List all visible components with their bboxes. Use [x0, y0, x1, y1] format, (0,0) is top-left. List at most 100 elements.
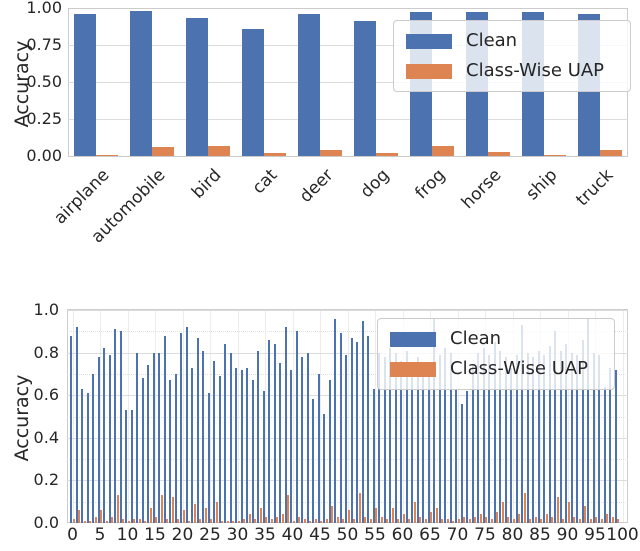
- x-tick-label: 0: [67, 525, 78, 545]
- x-tick-label: 75: [474, 525, 496, 545]
- x-tick-label: 95: [584, 525, 606, 545]
- clean-bar: [537, 350, 540, 523]
- clean-bar: [125, 410, 128, 523]
- gridline-minor: [67, 331, 628, 333]
- uap-bar: [138, 518, 141, 523]
- clean-bar: [350, 337, 353, 523]
- uap-bar: [424, 518, 427, 523]
- uap-bar: [259, 508, 262, 523]
- clean-bar: [75, 327, 78, 523]
- clean-bar: [433, 318, 436, 523]
- clean-bar: [235, 367, 238, 523]
- uap-bar: [479, 514, 482, 523]
- uap-bar: [534, 516, 537, 523]
- uap-bar: [347, 510, 350, 523]
- uap-bar: [496, 512, 499, 523]
- x-tick-label: 5: [94, 525, 106, 545]
- clean-bar: [207, 393, 210, 523]
- uap-bar: [529, 518, 532, 523]
- clean-bar: [152, 352, 155, 523]
- uap-bar: [488, 151, 511, 156]
- clean-bar: [559, 350, 562, 523]
- clean-bar: [73, 13, 96, 156]
- clean-bar: [554, 331, 557, 523]
- clean-bar: [372, 388, 375, 523]
- clean-bar: [598, 354, 601, 523]
- uap-bar: [600, 518, 603, 523]
- uap-bar: [617, 518, 620, 523]
- uap-bar: [204, 508, 207, 523]
- gridline-vertical: [622, 310, 624, 522]
- clean-bar: [185, 18, 208, 156]
- clean-bar: [565, 344, 568, 523]
- gridline-vertical: [265, 310, 266, 522]
- uap-bar: [281, 514, 284, 523]
- x-tick-label: 50: [336, 525, 359, 545]
- uap-bar: [303, 518, 306, 523]
- clean-bar: [422, 365, 425, 523]
- gridline-vertical: [485, 310, 486, 522]
- x-tick-label: 60: [391, 525, 414, 545]
- uap-bar: [353, 518, 356, 523]
- uap-bar: [105, 520, 108, 523]
- clean-bar: [174, 373, 177, 523]
- uap-bar: [149, 508, 152, 523]
- uap-bar: [391, 508, 394, 523]
- uap-bar: [298, 516, 301, 523]
- y-tick-label: 1.0: [33, 300, 59, 320]
- clean-bar: [108, 354, 111, 523]
- gridline-vertical: [100, 310, 101, 522]
- uap-color-swatch: [390, 361, 436, 377]
- uap-bar: [193, 503, 196, 523]
- uap-bar: [325, 518, 328, 523]
- uap-bar: [556, 497, 559, 523]
- clean-bar: [268, 339, 271, 523]
- clean-bar: [202, 350, 205, 523]
- uap-bar: [468, 518, 471, 523]
- uap-bar: [578, 518, 581, 523]
- gridline-vertical: [292, 310, 294, 522]
- uap-bar: [584, 505, 587, 523]
- uap-bar: [342, 518, 345, 523]
- legend-row-uap: Class-Wise UAP: [390, 359, 598, 379]
- gridline-vertical: [375, 310, 376, 522]
- uap-bar: [540, 518, 543, 523]
- x-tick-label: 40: [281, 525, 304, 545]
- y-tick-label: 0.8: [33, 342, 59, 362]
- uap-bar: [606, 514, 609, 523]
- y-tick-label: 0.00: [26, 146, 62, 165]
- clean-bar: [147, 365, 150, 523]
- clean-bar: [482, 348, 485, 523]
- clean-bar: [367, 335, 370, 523]
- uap-bar: [309, 520, 312, 523]
- gridline-vertical: [72, 310, 74, 522]
- uap-bar: [248, 514, 251, 523]
- x-tick-label: 45: [309, 525, 331, 545]
- uap-bar: [507, 516, 510, 523]
- x-tick-label: 15: [144, 525, 166, 545]
- clean-bar: [587, 318, 590, 523]
- uap-bar: [96, 154, 119, 156]
- uap-bar: [452, 520, 455, 523]
- clean-bar: [328, 380, 331, 523]
- uap-bar: [111, 516, 114, 523]
- clean-bar: [504, 356, 507, 523]
- gridline: [67, 437, 628, 439]
- x-tick-label: 80: [501, 525, 524, 545]
- clean-bar: [129, 10, 152, 156]
- uap-bar: [122, 518, 125, 523]
- y-tick-label: 0.6: [33, 385, 59, 405]
- x-tick-label: 25: [199, 525, 221, 545]
- uap-bar: [364, 516, 367, 523]
- uap-bar: [512, 518, 515, 523]
- clean-bar: [510, 367, 513, 523]
- gridline-vertical: [567, 310, 569, 522]
- gridline-minor: [67, 373, 628, 376]
- uap-bar: [243, 518, 246, 523]
- gridline: [67, 480, 628, 482]
- clean-bar: [81, 388, 84, 523]
- clean-bar: [581, 339, 584, 523]
- x-tick-label: 10: [116, 525, 139, 545]
- y-tick-label: 0.2: [33, 470, 59, 490]
- clean-bar: [356, 342, 359, 523]
